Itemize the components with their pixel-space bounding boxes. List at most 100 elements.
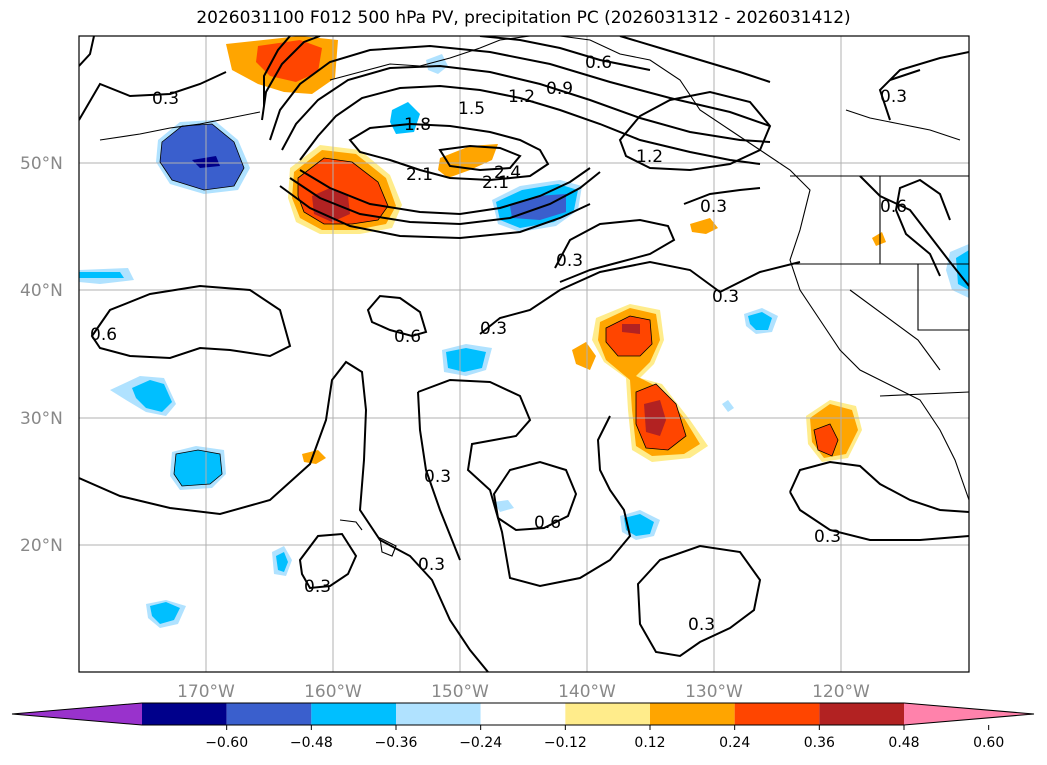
pv-contour [79, 71, 227, 121]
pv-contour [348, 122, 550, 182]
contour-label: 0.3 [556, 251, 583, 271]
contour-label: 2.4 [494, 163, 521, 183]
colorbar-extend-right [904, 703, 1034, 725]
contour-label: 0.6 [394, 327, 421, 347]
pv-contour [438, 144, 522, 172]
contour-label: 2.1 [482, 173, 509, 193]
coastline [329, 36, 531, 81]
colorbar-segment [734, 703, 820, 725]
colorbar-label: −0.24 [459, 735, 502, 751]
pv-contour [618, 90, 772, 172]
contour-label: 0.6 [585, 53, 612, 73]
colorbar-label: −0.48 [290, 735, 333, 751]
contour-label: 1.5 [458, 99, 485, 119]
coastline [845, 109, 961, 141]
lon-label: 170°W [177, 682, 235, 702]
chart-title: 2026031100 F012 500 hPa PV, precipitatio… [196, 8, 851, 28]
pv-contour [298, 532, 358, 590]
precip-outline [297, 157, 389, 225]
coastlines [99, 36, 969, 557]
map-frame [78, 35, 970, 673]
precip-outlines [159, 123, 839, 487]
longitude-labels: 170°W 160°W 150°W 140°W 130°W 120°W [177, 682, 870, 702]
latitude-labels: 50°N 40°N 30°N 20°N [20, 154, 63, 556]
precip-negative-region [150, 602, 180, 624]
colorbar-segment [311, 703, 396, 725]
pv-contour [299, 167, 591, 216]
colorbar-label: −0.60 [205, 735, 248, 751]
colorbar-label: 0.36 [804, 735, 835, 751]
precip-negative-region [624, 514, 654, 536]
pv-contour [366, 294, 428, 338]
colorbar-segment [650, 703, 735, 725]
precip-negative-region [446, 348, 486, 372]
pv-contour [79, 360, 489, 672]
lat-label: 20°N [20, 536, 63, 556]
pv-contour [859, 175, 969, 287]
precip-negative-region [174, 450, 222, 486]
contour-label: 0.9 [546, 79, 573, 99]
pv-contour [492, 460, 578, 532]
colorbar-outline [11, 702, 1035, 726]
lon-label: 140°W [558, 682, 616, 702]
coastline [917, 264, 969, 331]
lat-label: 40°N [20, 281, 63, 301]
precip-outline [635, 383, 687, 451]
lon-label: 130°W [685, 682, 743, 702]
contour-label: 0.3 [424, 467, 451, 487]
contour-label: 0.3 [480, 319, 507, 339]
lat-label: 30°N [20, 409, 63, 429]
contour-label: 2.1 [406, 165, 433, 185]
precip-positive-region [572, 342, 596, 370]
coastline [339, 519, 363, 531]
colorbar-segment [396, 703, 481, 725]
graticule [79, 36, 969, 672]
coastline [379, 537, 397, 557]
contour-label: 0.3 [700, 197, 727, 217]
pv-contour [281, 64, 771, 151]
contour-label: 0.6 [90, 325, 117, 345]
contour-label: 0.3 [304, 577, 331, 597]
pv-contour [417, 378, 632, 588]
pv-contour [889, 69, 921, 81]
pv-contour [417, 391, 461, 561]
precip-negative-region [132, 380, 172, 412]
contour-label: 1.2 [636, 147, 663, 167]
colorbar-segment [226, 703, 312, 725]
lon-label: 150°W [431, 682, 489, 702]
pv-contour [683, 187, 761, 205]
precip-negative-region [956, 250, 969, 290]
pv-contour [279, 185, 591, 240]
pv-contour [299, 84, 761, 165]
contour-label: 0.3 [880, 87, 907, 107]
pv-contour [619, 36, 771, 83]
pv-contour [789, 460, 969, 513]
precip-positive-region [622, 324, 640, 334]
contour-label: 0.6 [534, 513, 561, 533]
colorbar-segment [480, 703, 566, 725]
pv-contour [479, 260, 801, 335]
colorbar-segment [142, 703, 227, 725]
precip-outline [605, 315, 653, 357]
pv-contour [789, 491, 969, 541]
precip-positive-region [302, 450, 326, 464]
colorbar-extend-left [12, 703, 142, 725]
precip-negative-region [79, 272, 124, 278]
colorbar-label: −0.12 [544, 735, 587, 751]
contour-label: 0.3 [152, 89, 179, 109]
contour-label: 0.6 [880, 197, 907, 217]
colorbar-segment [819, 703, 904, 725]
contour-label: 0.3 [712, 287, 739, 307]
coastline [879, 391, 969, 397]
precip-negative-region [748, 312, 772, 330]
colorbar: −0.60 −0.48 −0.36 −0.24 −0.12 0.12 0.24 0.36 0.4… [11, 702, 1035, 751]
pv-contours [79, 36, 969, 672]
precip-positive-region [256, 40, 322, 82]
pv-contour [554, 218, 676, 283]
map-layers: 0.3 0.6 0.9 1.2 1.5 1.8 2.1 2.4 2.1 1.2 … [79, 36, 969, 672]
colorbar-label: 0.60 [973, 735, 1004, 751]
pv-contour [90, 284, 292, 360]
precip-positive-region [872, 232, 886, 246]
colorbar-segment [565, 703, 650, 725]
